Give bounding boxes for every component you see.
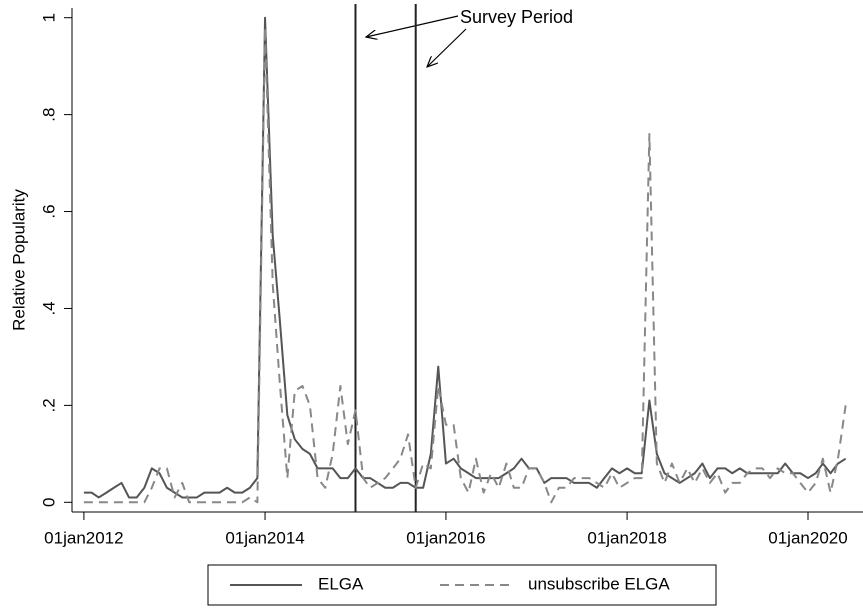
x-tick-label: 01jan2020 <box>768 528 847 547</box>
y-tick-label: 0 <box>39 498 58 507</box>
x-tick-label: 01jan2016 <box>406 528 485 547</box>
x-tick-label: 01jan2012 <box>44 528 123 547</box>
y-axis-label: Relative Popularity <box>9 189 28 331</box>
annotation: Survey Period <box>460 7 573 27</box>
y-tick-label: .4 <box>39 301 58 315</box>
series-line <box>83 16 847 499</box>
y-tick-label: .8 <box>39 108 58 122</box>
legend-label: unsubscribe ELGA <box>528 574 670 593</box>
legend-label: ELGA <box>318 574 364 593</box>
y-tick-label: 1 <box>39 13 58 22</box>
x-tick-label: 01jan2018 <box>587 528 666 547</box>
y-tick-label: .2 <box>39 398 58 412</box>
annotation-arrow <box>427 28 467 67</box>
annotation-arrow <box>366 15 459 37</box>
x-tick-label: 01jan2014 <box>225 528 304 547</box>
y-tick-label: .6 <box>39 204 58 218</box>
series-line <box>83 26 847 504</box>
